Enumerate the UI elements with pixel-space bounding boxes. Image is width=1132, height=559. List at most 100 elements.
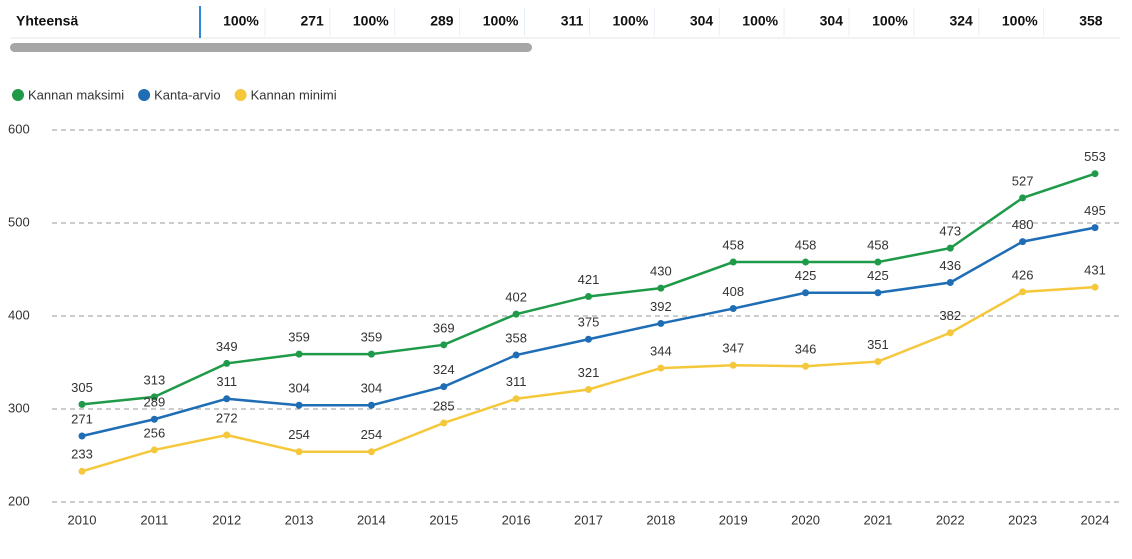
data-label: 304 (288, 381, 310, 396)
point (585, 335, 592, 343)
point (1091, 283, 1099, 291)
data-label: 349 (216, 339, 238, 354)
x-tick-label: 2017 (574, 512, 603, 527)
x-tick-label: 2023 (1008, 512, 1037, 527)
point (150, 446, 158, 454)
data-label: 311 (216, 374, 237, 389)
data-label: 495 (1084, 203, 1106, 218)
x-tick-label: 2024 (1081, 512, 1110, 527)
point (78, 432, 86, 440)
table-cell: 324 (949, 13, 973, 29)
point (946, 279, 954, 287)
point (657, 364, 665, 372)
x-tick-label: 2013 (285, 512, 314, 527)
point (223, 359, 231, 367)
table-cell: 100% (483, 13, 519, 29)
data-label: 351 (867, 337, 889, 352)
point (512, 395, 520, 403)
point (1019, 238, 1027, 246)
point (729, 258, 737, 266)
table-cell: 100% (742, 13, 778, 29)
data-label: 458 (722, 237, 744, 252)
data-label: 408 (722, 284, 744, 299)
table-cell: 304 (820, 13, 844, 29)
point (440, 419, 448, 427)
x-tick-label: 2021 (863, 512, 892, 527)
data-label: 458 (795, 237, 817, 252)
data-label: 313 (144, 372, 166, 387)
point (802, 258, 810, 266)
table-cell: 311 (561, 13, 584, 29)
table-row (0, 0, 1132, 40)
point (729, 361, 737, 369)
legend-marker (234, 89, 247, 101)
point (367, 350, 375, 358)
data-label: 256 (144, 425, 166, 440)
x-tick-label: 2019 (719, 512, 748, 527)
point (440, 383, 448, 391)
data-label: 425 (867, 268, 889, 283)
y-tick-label: 200 (8, 493, 30, 508)
table-cell: 271 (300, 13, 324, 29)
x-tick-label: 2015 (429, 512, 458, 527)
data-label: 553 (1084, 149, 1106, 164)
x-tick-label: 2014 (357, 512, 386, 527)
legend-label: Kanta-arvio (154, 87, 220, 102)
point (874, 358, 882, 366)
data-label: 375 (578, 315, 600, 330)
point (1019, 194, 1027, 202)
table-cell: 100% (1002, 13, 1038, 29)
data-label: 436 (939, 258, 961, 273)
legend-label: Kannan maksimi (28, 87, 124, 102)
table-cell: 358 (1079, 13, 1103, 29)
point (946, 329, 954, 337)
point (657, 284, 665, 292)
data-label: 344 (650, 344, 672, 359)
point (150, 393, 158, 401)
point (78, 467, 86, 475)
table-cell: 289 (430, 13, 454, 29)
point (295, 350, 303, 358)
point (150, 415, 158, 423)
point (585, 385, 592, 393)
point (223, 431, 231, 439)
table-cell: 304 (690, 13, 714, 29)
point (1091, 170, 1099, 178)
table-cell: 100% (353, 13, 389, 29)
data-label: 359 (288, 330, 310, 345)
y-tick-label: 500 (8, 214, 30, 229)
data-label: 402 (505, 290, 527, 305)
row-header: Yhteensä (16, 13, 78, 29)
data-label: 358 (505, 330, 527, 345)
y-tick-label: 400 (8, 307, 30, 322)
data-label: 289 (144, 395, 166, 410)
table-cell: 100% (612, 13, 648, 29)
point (512, 310, 520, 318)
data-label: 346 (795, 342, 817, 357)
data-label: 480 (1012, 217, 1034, 232)
legend-marker (138, 89, 151, 101)
point (223, 395, 231, 403)
data-label: 305 (71, 380, 93, 395)
point (78, 400, 86, 408)
data-label: 304 (361, 381, 383, 396)
point (295, 448, 303, 456)
data-label: 392 (650, 299, 672, 314)
point (802, 362, 810, 370)
data-label: 425 (795, 268, 817, 283)
data-label: 254 (361, 427, 383, 442)
point (295, 401, 303, 409)
data-label: 271 (71, 411, 93, 426)
data-label: 272 (216, 410, 238, 425)
legend-marker (12, 89, 24, 101)
scrollbar[interactable] (10, 43, 532, 52)
data-label: 421 (578, 272, 600, 287)
legend-label: Kannan minimi (251, 87, 337, 102)
x-tick-label: 2018 (646, 512, 675, 527)
data-label: 347 (722, 341, 744, 356)
data-label: 430 (650, 264, 672, 279)
point (440, 341, 448, 349)
data-label: 254 (288, 427, 310, 442)
point (367, 448, 375, 456)
